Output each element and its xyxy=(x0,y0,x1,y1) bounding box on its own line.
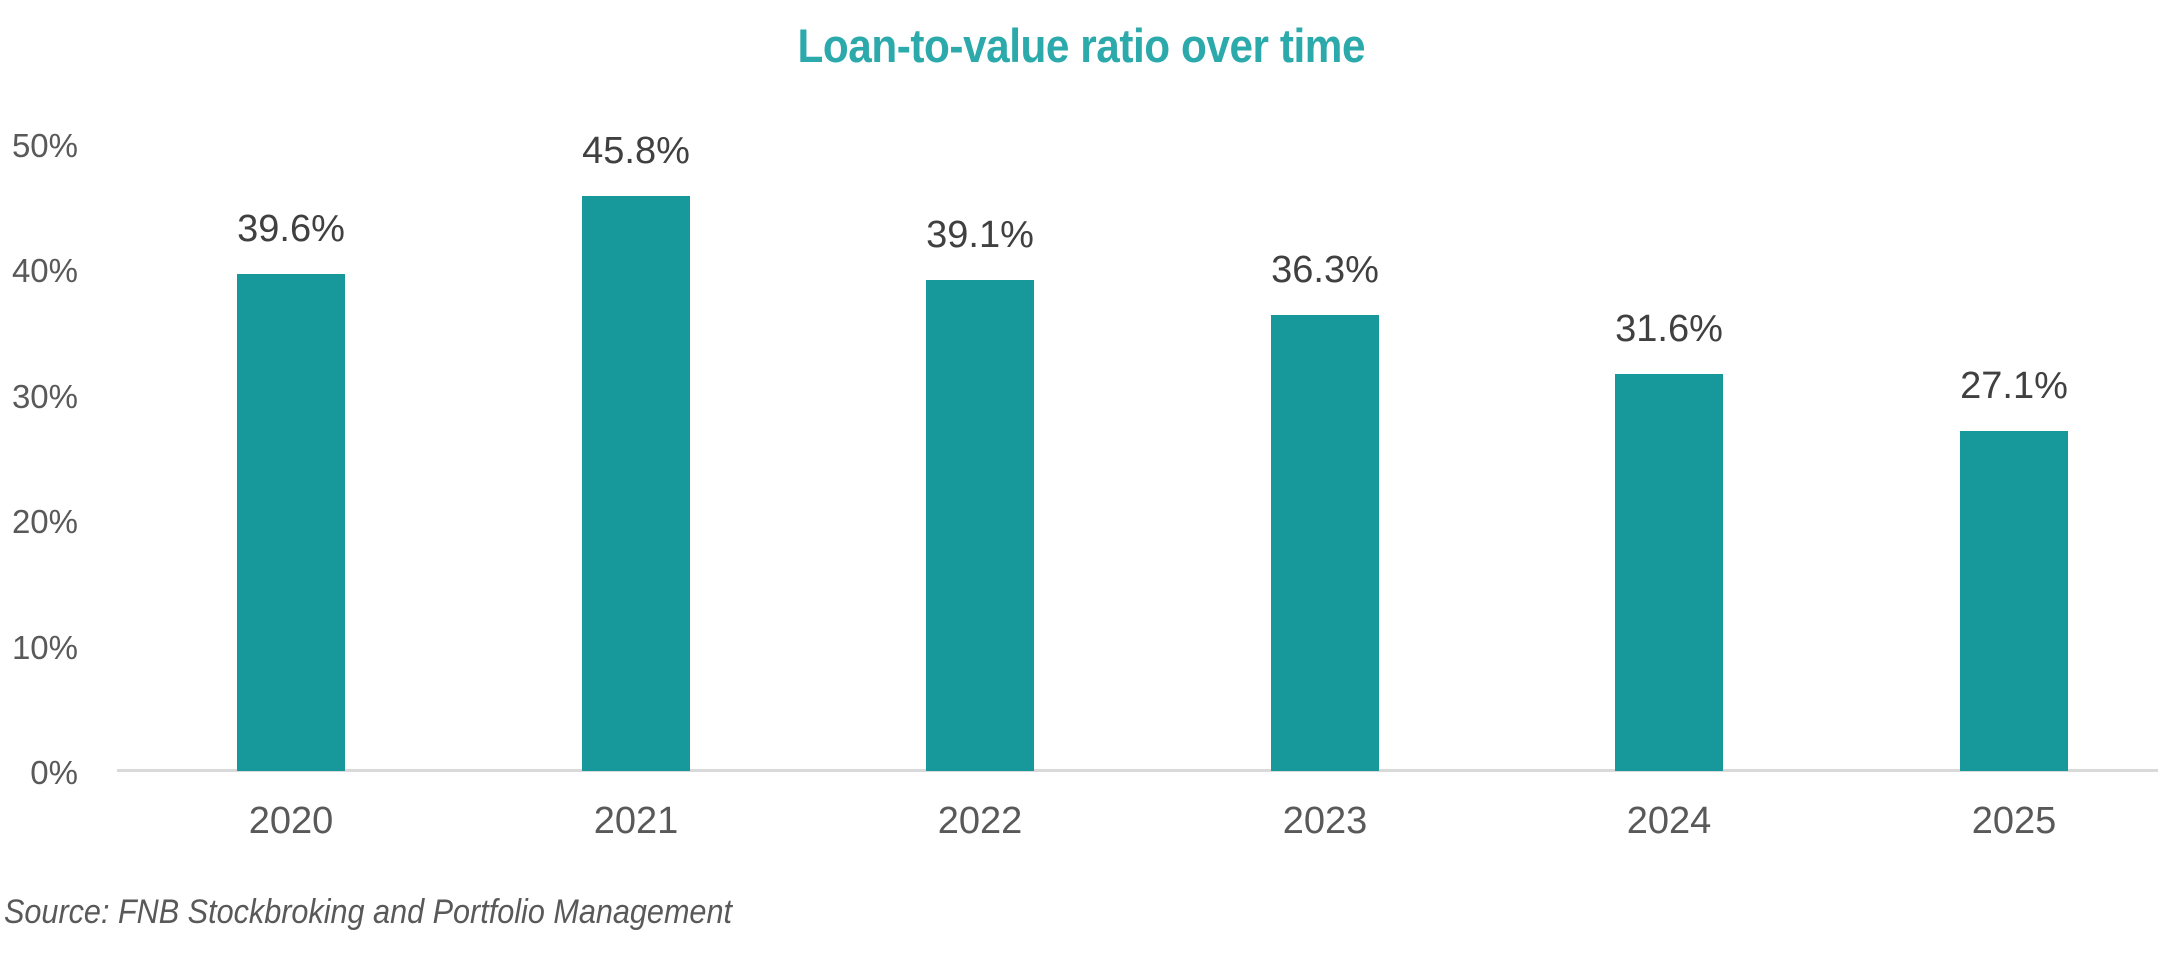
y-tick-label: 30% xyxy=(11,377,78,415)
bar-value-label: 36.3% xyxy=(1271,249,1379,291)
bar-value-label: 31.6% xyxy=(1615,308,1723,350)
y-tick-label: 40% xyxy=(11,252,78,289)
x-tick-label: 2020 xyxy=(248,800,334,842)
source-note: Source: FNB Stockbroking and Portfolio M… xyxy=(4,893,732,931)
bar xyxy=(926,280,1034,771)
y-tick-label: 0% xyxy=(30,754,78,791)
chart-title: Loan-to-value ratio over time xyxy=(0,18,2162,73)
bar-value-label: 39.1% xyxy=(926,214,1034,256)
chart-title-text: Loan-to-value ratio over time xyxy=(797,19,1365,72)
bar xyxy=(582,196,690,771)
x-tick-label: 2022 xyxy=(937,800,1023,842)
bar-value-label: 27.1% xyxy=(1960,365,2068,407)
x-tick-label: 2024 xyxy=(1626,800,1712,842)
bar xyxy=(1271,315,1379,771)
x-tick-label: 2021 xyxy=(593,800,679,842)
y-tick-label: 20% xyxy=(11,503,78,540)
bar-value-label: 45.8% xyxy=(582,130,690,172)
bar xyxy=(1615,374,1723,771)
y-tick-label: 10% xyxy=(11,628,78,666)
bar-value-label: 39.6% xyxy=(237,208,345,250)
x-tick-label: 2023 xyxy=(1282,800,1368,842)
x-tick-label: 2025 xyxy=(1971,800,2057,842)
bar xyxy=(1960,431,2068,771)
x-axis-line xyxy=(117,769,2158,772)
bar xyxy=(237,274,345,771)
y-tick-label: 50% xyxy=(11,126,78,164)
